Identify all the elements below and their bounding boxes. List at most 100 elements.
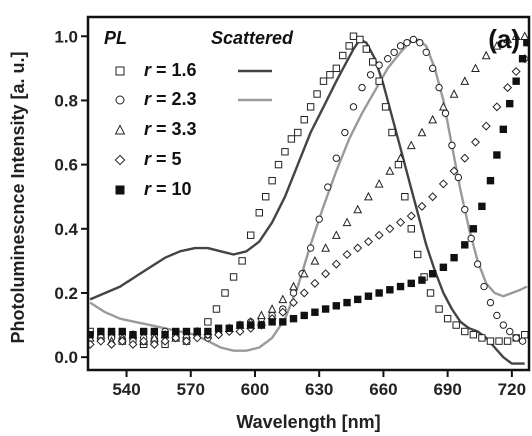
- pl-point: [428, 114, 438, 124]
- legend-scattered-header: Scattered: [211, 28, 294, 48]
- pl-point: [339, 51, 347, 60]
- pl-point: [385, 166, 395, 175]
- pl-point: [401, 193, 409, 201]
- pl-point: [486, 337, 495, 345]
- pl-point: [321, 269, 331, 279]
- pl-point: [449, 89, 459, 98]
- pl-point: [385, 224, 395, 234]
- legend-label-4: r = 5: [144, 149, 182, 169]
- pl-point: [172, 327, 180, 336]
- pl-point: [503, 83, 513, 93]
- pl-point: [294, 128, 302, 137]
- pl-point: [418, 276, 426, 284]
- y-axis-label: Photoluminescnce Intensity [a. u.]: [8, 51, 28, 343]
- pl-point: [461, 327, 469, 336]
- pl-point: [503, 34, 513, 44]
- pl-point: [512, 334, 520, 342]
- pl-point: [221, 289, 229, 297]
- pl-point: [321, 243, 331, 252]
- pl-point: [315, 215, 323, 223]
- pl-point: [332, 154, 341, 162]
- pl-point: [406, 211, 416, 221]
- pl-point: [193, 327, 201, 336]
- pl-point: [406, 140, 416, 150]
- legend-label-3: r = 3.3: [144, 119, 197, 139]
- pl-point: [503, 337, 512, 345]
- pl-point: [384, 55, 392, 63]
- pl-point: [204, 318, 212, 326]
- pl-point: [181, 336, 191, 346]
- x-tick-label: 720: [498, 380, 526, 399]
- pl-point: [363, 237, 373, 247]
- pl-point: [204, 327, 212, 336]
- pl-point: [257, 321, 266, 329]
- pl-point: [261, 193, 270, 201]
- x-tick-label: 540: [112, 380, 140, 399]
- pl-point: [343, 298, 351, 307]
- legend-pl-header: PL: [104, 28, 127, 48]
- pl-point: [422, 48, 430, 56]
- pl-point: [443, 314, 452, 323]
- pl-point: [331, 230, 341, 239]
- pl-point: [306, 103, 315, 111]
- pl-point: [246, 231, 255, 239]
- pl-point: [229, 273, 238, 281]
- pl-point: [452, 321, 460, 329]
- pl-point: [369, 58, 377, 66]
- pl-point: [428, 270, 437, 278]
- pl-point: [499, 125, 508, 134]
- pl-point: [511, 31, 521, 40]
- legend-label-5: r = 10: [144, 179, 192, 199]
- pl-point: [454, 173, 463, 182]
- pl-point: [306, 244, 315, 252]
- pl-point: [324, 183, 332, 191]
- pl-point: [495, 337, 503, 345]
- y-tick-label: 0.4: [54, 220, 78, 239]
- y-tick-label: 1.0: [54, 27, 78, 46]
- pl-point: [311, 308, 319, 316]
- pl-point: [353, 204, 363, 214]
- legend-marker-4: [114, 154, 126, 166]
- pl-point: [366, 71, 375, 79]
- pl-point: [521, 331, 529, 339]
- pl-point: [439, 263, 448, 272]
- pl-point: [300, 115, 308, 124]
- pl-point: [214, 330, 224, 340]
- pl-point: [267, 304, 277, 313]
- pl-point: [480, 282, 488, 291]
- x-axis: 540 570 600 630 660 690 720: [112, 370, 526, 399]
- pl-point: [118, 327, 126, 336]
- pl-point: [481, 50, 491, 60]
- pl-point: [478, 334, 486, 342]
- pl-point: [403, 38, 411, 47]
- pl-point: [407, 279, 415, 288]
- pl-point: [313, 90, 321, 98]
- pl-point: [470, 137, 480, 147]
- y-tick-label: 0.0: [54, 348, 78, 367]
- pl-point: [268, 318, 276, 326]
- pl-point: [88, 331, 94, 339]
- pl-point: [279, 318, 287, 326]
- pl-point: [493, 151, 501, 159]
- pl-point: [469, 331, 478, 339]
- pl-point: [246, 321, 255, 329]
- pl-point: [388, 128, 396, 137]
- pl-point: [435, 305, 443, 313]
- pl-point: [481, 121, 491, 131]
- pl-point: [281, 148, 289, 156]
- pl-point: [523, 38, 529, 47]
- pl-point: [107, 327, 116, 336]
- pl-point: [461, 241, 469, 249]
- pl-point: [426, 289, 435, 297]
- pl-point: [416, 38, 424, 47]
- pl-point: [238, 257, 246, 265]
- pl-point: [299, 268, 309, 278]
- pl-point: [171, 333, 181, 343]
- pl-point: [396, 42, 405, 50]
- pl-point: [478, 202, 486, 211]
- y-tick-label: 0.2: [54, 284, 78, 303]
- scattered-line-1: [89, 38, 525, 365]
- pl-point: [375, 289, 383, 297]
- pl-point: [358, 83, 366, 92]
